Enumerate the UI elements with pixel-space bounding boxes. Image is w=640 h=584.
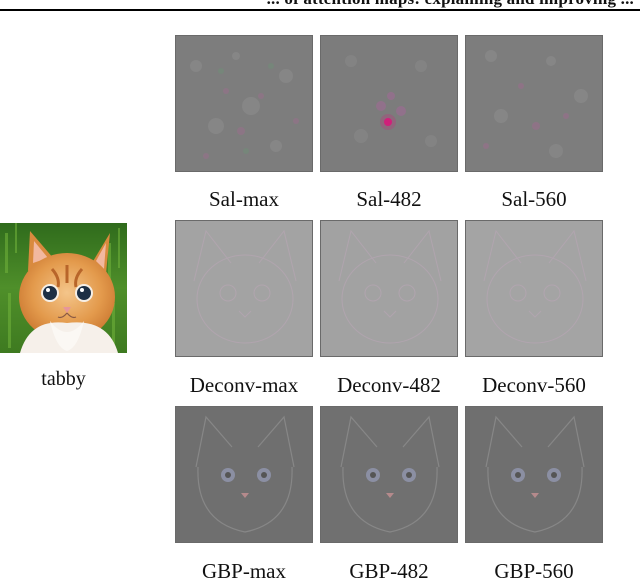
caption-sal-560: Sal-560	[501, 187, 567, 211]
deconv-map-560	[465, 220, 603, 357]
caption-deconv-560: Deconv-560	[482, 373, 586, 397]
caption-deconv-max: Deconv-max	[189, 373, 299, 397]
caption-gbp-482: GBP-482	[349, 559, 429, 583]
caption-deconv-482: Deconv-482	[337, 373, 441, 397]
running-header: ... of attention maps: explaining and im…	[0, 0, 640, 12]
deconv-map-max	[175, 220, 313, 357]
header-text: ... of attention maps: explaining and im…	[267, 0, 634, 9]
deconv-map-482	[320, 220, 458, 357]
saliency-map-max	[175, 35, 313, 172]
caption-sal-max: Sal-max	[209, 187, 279, 211]
saliency-map-560	[465, 35, 603, 172]
gbp-map-482	[320, 406, 458, 543]
caption-gbp-max: GBP-max	[202, 559, 286, 583]
gbp-map-max	[175, 406, 313, 543]
caption-gbp-560: GBP-560	[494, 559, 574, 583]
gbp-map-560	[465, 406, 603, 543]
saliency-map-482	[320, 35, 458, 172]
input-label: tabby	[41, 368, 86, 390]
header-rule	[0, 9, 640, 11]
input-kitten-photo	[0, 223, 127, 353]
caption-sal-482: Sal-482	[356, 187, 422, 211]
